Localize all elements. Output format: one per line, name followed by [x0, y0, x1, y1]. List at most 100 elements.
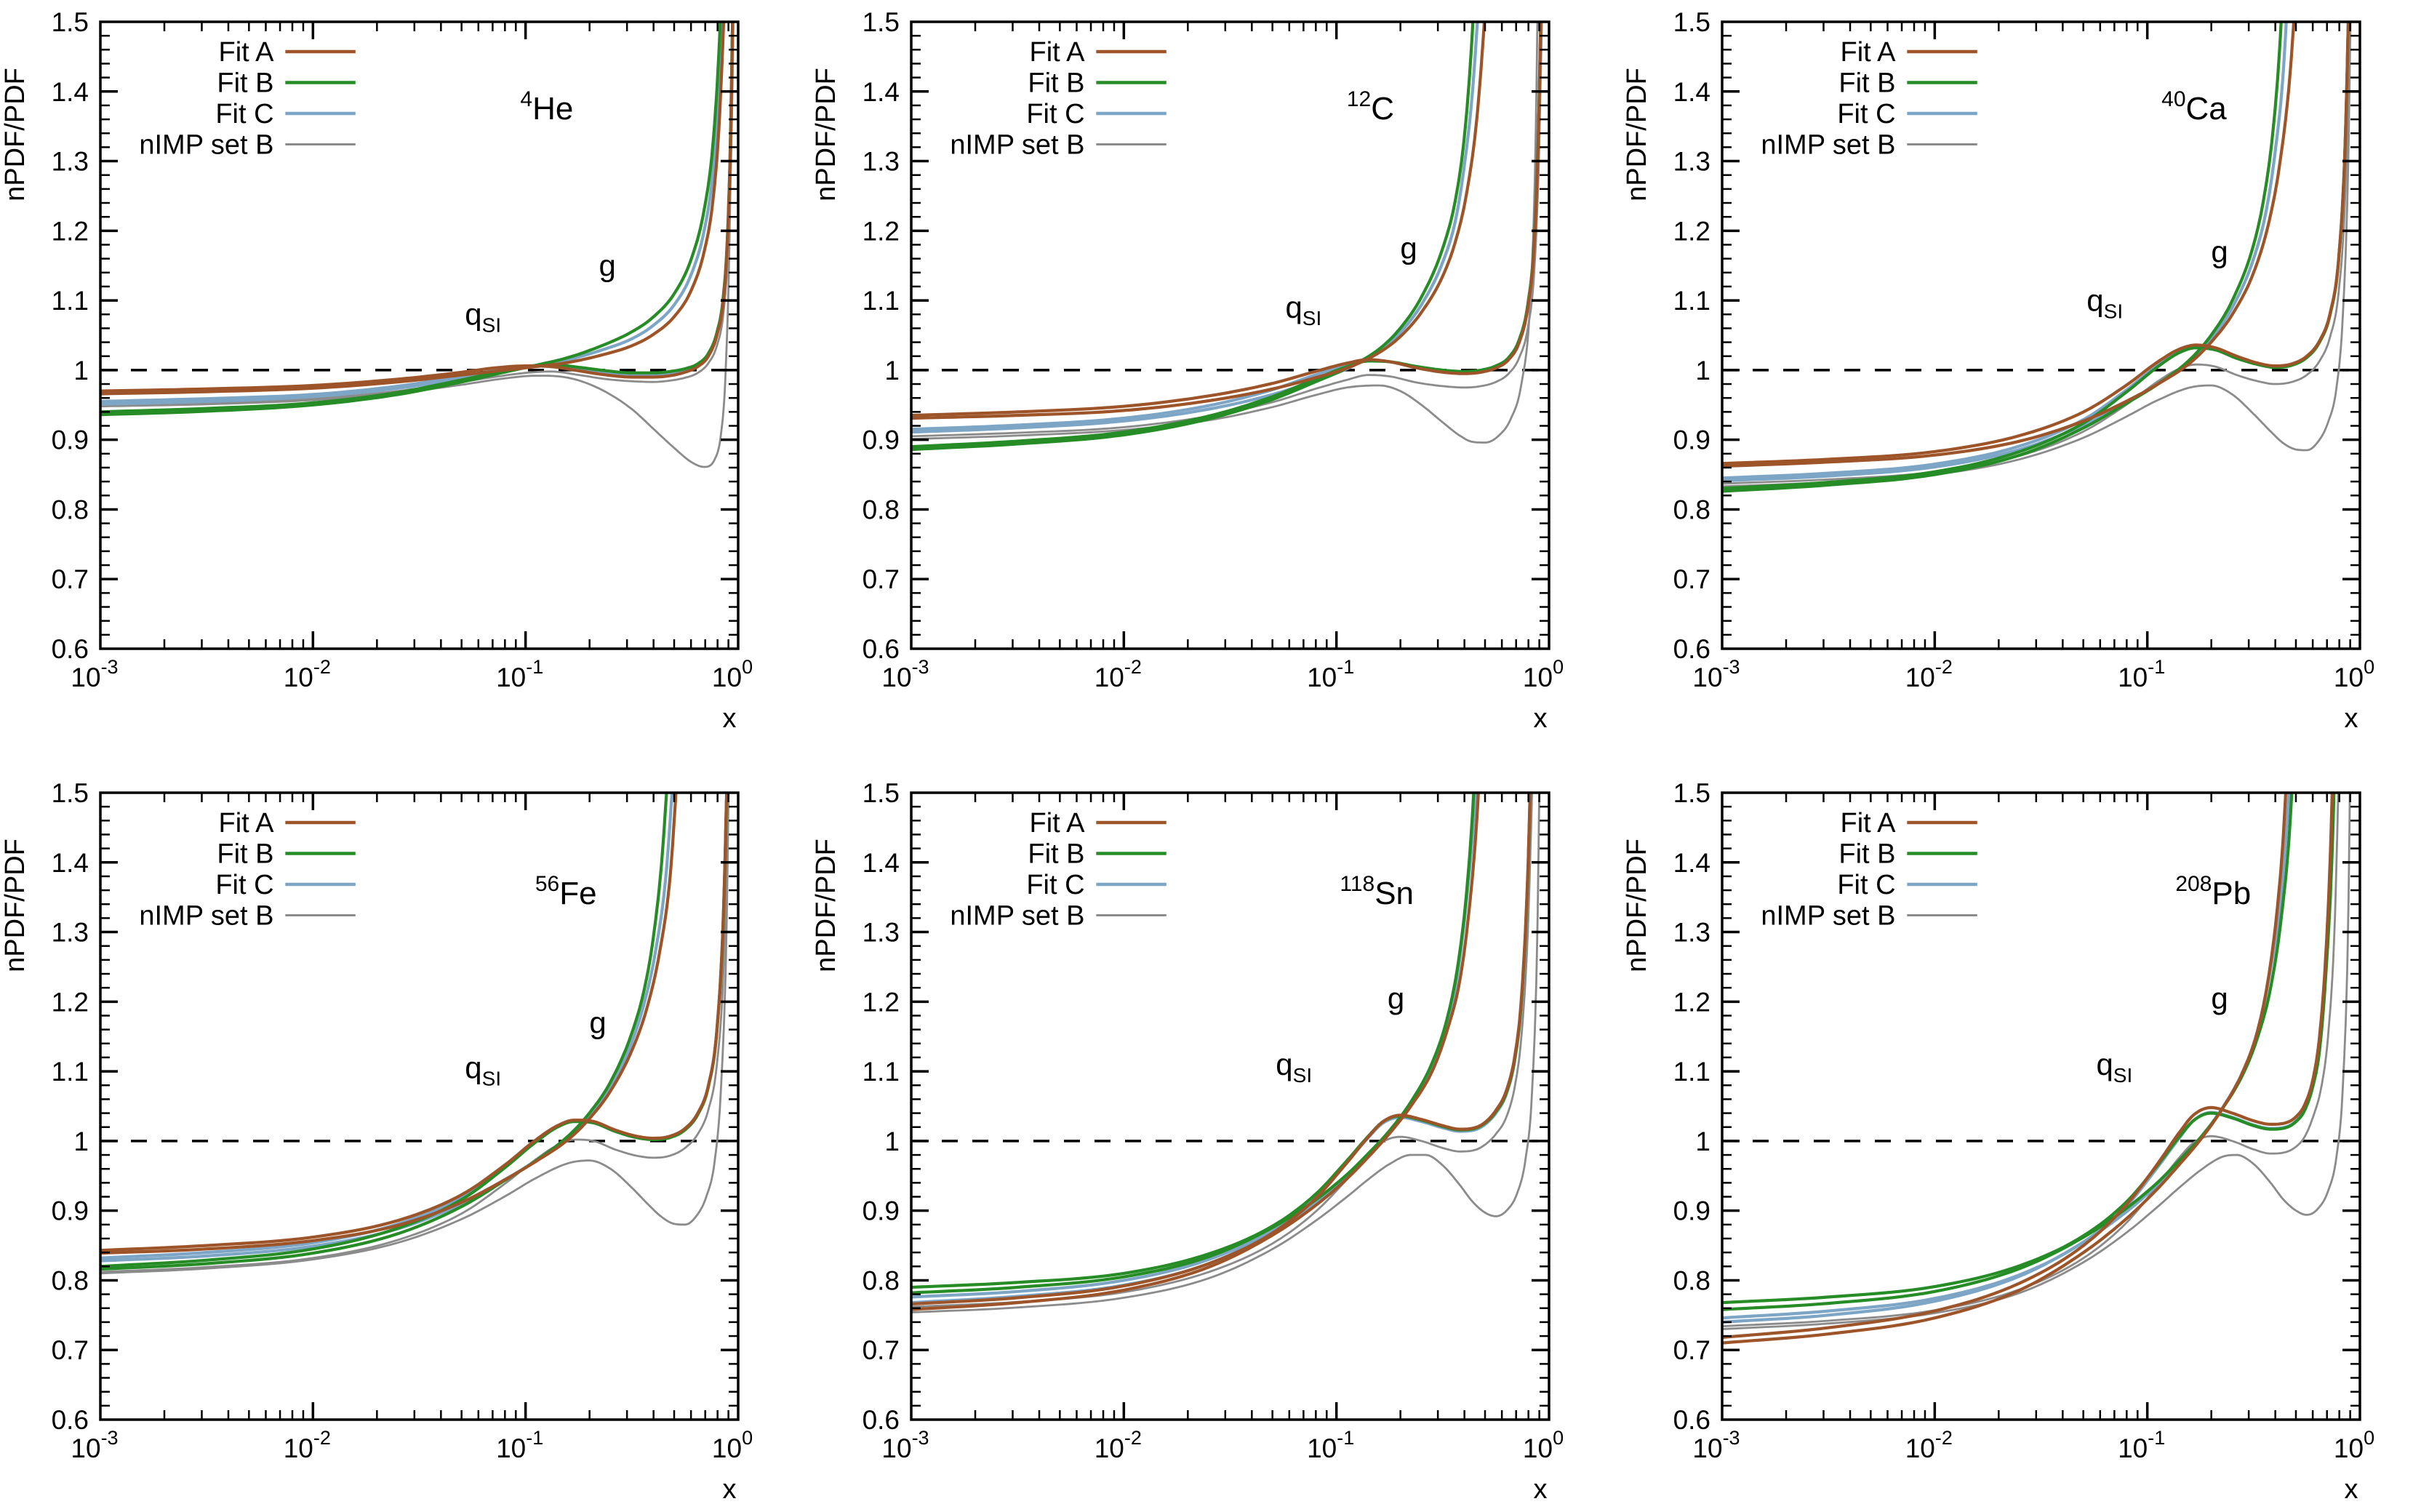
legend-label: Fit C — [1837, 870, 1895, 900]
gluon-annotation: g — [599, 249, 616, 283]
curve-gluon-fit-b — [101, 23, 722, 417]
x-tick-label: 10-2 — [284, 1427, 331, 1463]
x-tick-label: 10-1 — [1307, 656, 1354, 692]
y-tick-label: 0.6 — [1673, 1405, 1710, 1435]
legend-item-fit-c: Fit C — [1837, 870, 1977, 900]
legend-item-fit-b: Fit B — [217, 68, 356, 99]
legend-item-nimp-set-b: nIMP set B — [1761, 901, 1977, 932]
curve-qsi-fit-b — [912, 793, 1532, 1289]
curve-qsi-nimp-set-b — [101, 793, 729, 1273]
legend-label: Fit A — [219, 37, 275, 68]
x-tick-label: 10-1 — [2118, 656, 2165, 692]
x-axis-label: x — [1534, 703, 1548, 734]
legend-label: Fit C — [215, 870, 273, 900]
nucleus-label: 56Fe — [535, 872, 597, 911]
curve-qsi-fit-a — [1723, 23, 2350, 465]
y-axis-label: nPDF/PDF — [1622, 839, 1652, 972]
curve-qsi-fit-a — [912, 793, 1532, 1306]
curve-gluon-fit-b — [1723, 793, 2294, 1311]
y-axis-label: nPDF/PDF — [811, 839, 841, 972]
curve-qsi-fit-b — [912, 23, 1542, 449]
qsi-annotation: qSI — [465, 297, 501, 337]
legend-label: nIMP set B — [139, 130, 273, 161]
curve-gluon-fit-a — [101, 23, 726, 396]
x-axis-label: x — [1534, 1474, 1548, 1505]
curve-qsi-fit-b — [101, 793, 729, 1268]
gluon-annotation: g — [589, 1005, 606, 1039]
legend-item-fit-a: Fit A — [1030, 37, 1167, 68]
x-tick-label: 10-2 — [1905, 656, 1953, 692]
y-tick-label: 0.9 — [863, 425, 900, 455]
y-tick-label: 0.6 — [863, 634, 900, 664]
curve-gluon-nimp-set-b — [1723, 793, 2351, 1330]
x-tick-label: 10-3 — [1692, 1427, 1740, 1463]
curve-gluon-fit-c — [1723, 793, 2291, 1324]
legend-label: Fit C — [215, 99, 273, 129]
legend-label: Fit C — [1837, 99, 1895, 129]
y-tick-label: 0.7 — [1673, 1335, 1710, 1365]
legend-item-fit-c: Fit C — [215, 870, 356, 900]
curve-gluon-fit-b — [101, 793, 668, 1271]
y-tick-label: 0.9 — [1673, 425, 1710, 455]
legend-label: nIMP set B — [950, 130, 1084, 161]
y-tick-label: 1.1 — [52, 286, 89, 316]
x-tick-label: 10-1 — [1307, 1427, 1354, 1463]
y-axis-label: nPDF/PDF — [0, 839, 31, 972]
legend-label: Fit B — [1838, 68, 1895, 99]
x-tick-label: 100 — [712, 656, 753, 692]
nucleus-label: 118Sn — [1340, 872, 1414, 911]
legend-item-nimp-set-b: nIMP set B — [139, 130, 356, 161]
x-tick-label: 100 — [1523, 1427, 1564, 1463]
nucleus-label: 208Pb — [2175, 872, 2251, 911]
curve-qsi-fit-a — [101, 23, 735, 393]
y-tick-label: 1.5 — [863, 778, 900, 808]
x-tick-label: 100 — [2334, 656, 2374, 692]
y-tick-label: 1.4 — [1673, 848, 1710, 878]
x-tick-label: 10-2 — [1905, 1427, 1953, 1463]
axis-ticks — [1722, 22, 2360, 649]
y-tick-label: 1 — [884, 1127, 900, 1156]
curve-qsi-fit-a — [1723, 793, 2334, 1340]
qsi-annotation: qSI — [2096, 1047, 2132, 1087]
y-axis-label: nPDF/PDF — [0, 68, 31, 201]
curve-qsi-fit-b — [101, 23, 735, 414]
panel-pb208: 0.6 0.7 0.8 0.9 1 1.1 1.2 1.3 1.4 1.5 10-3 10-2 10-1… — [1622, 778, 2374, 1505]
x-tick-label: 10-1 — [496, 1427, 543, 1463]
legend-item-fit-b: Fit B — [1028, 839, 1167, 870]
y-tick-label: 1.3 — [52, 918, 89, 948]
y-tick-label: 0.7 — [52, 564, 89, 594]
legend-item-fit-a: Fit A — [219, 808, 356, 839]
x-tick-label: 10-2 — [1095, 656, 1142, 692]
curve-gluon-nimp-set-b — [912, 793, 1540, 1313]
legend-item-fit-c: Fit C — [215, 99, 356, 129]
panel-he4: 0.6 0.7 0.8 0.9 1 1.1 1.2 1.3 1.4 1.5 10-3 10-2 10-1… — [0, 7, 753, 734]
axis-ticks — [911, 793, 1549, 1420]
legend-label: nIMP set B — [1761, 901, 1895, 932]
gluon-annotation: g — [2211, 981, 2228, 1015]
y-axis-label: nPDF/PDF — [1622, 68, 1652, 201]
legend-item-nimp-set-b: nIMP set B — [950, 901, 1167, 932]
legend-label: nIMP set B — [950, 901, 1084, 932]
gluon-annotation: g — [1400, 231, 1417, 265]
y-tick-label: 0.8 — [1673, 1265, 1710, 1295]
qsi-annotation: qSI — [2086, 283, 2123, 322]
y-tick-label: 1.2 — [863, 216, 900, 246]
curve-qsi-nimp-set-b — [101, 23, 735, 407]
y-axis-label: nPDF/PDF — [811, 68, 841, 201]
legend-label: Fit C — [1026, 99, 1084, 129]
legend-label: Fit C — [1026, 870, 1084, 900]
panel-fe56: 0.6 0.7 0.8 0.9 1 1.1 1.2 1.3 1.4 1.5 10-3 10-2 10-1… — [0, 778, 753, 1505]
y-tick-label: 0.8 — [52, 495, 89, 524]
nucleus-label: 40Ca — [2161, 87, 2227, 127]
y-tick-label: 0.9 — [863, 1196, 900, 1226]
legend-item-fit-b: Fit B — [1838, 68, 1977, 99]
x-tick-label: 100 — [2334, 1427, 2374, 1463]
curve-qsi-fit-c — [912, 23, 1542, 431]
y-tick-label: 1.3 — [863, 147, 900, 177]
y-tick-label: 1.4 — [1673, 77, 1710, 107]
curves-group — [1723, 793, 2351, 1345]
y-tick-label: 0.9 — [52, 1196, 89, 1226]
legend-label: Fit B — [1838, 839, 1895, 870]
legend-label: Fit B — [1028, 839, 1084, 870]
